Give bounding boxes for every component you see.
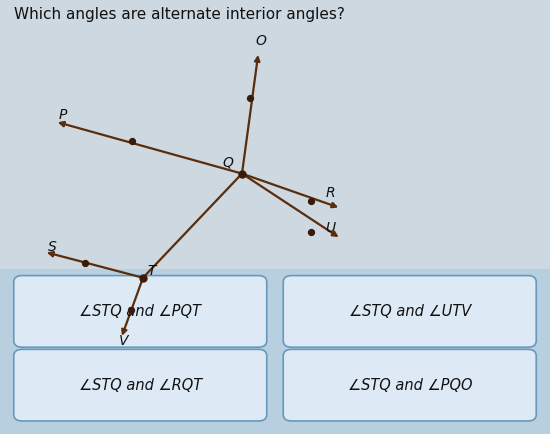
Point bbox=[128, 138, 136, 145]
Point bbox=[139, 274, 147, 281]
FancyBboxPatch shape bbox=[14, 349, 267, 421]
FancyBboxPatch shape bbox=[283, 349, 536, 421]
Text: Which angles are alternate interior angles?: Which angles are alternate interior angl… bbox=[14, 7, 345, 22]
Text: Q: Q bbox=[223, 156, 234, 170]
Text: R: R bbox=[325, 186, 335, 200]
FancyBboxPatch shape bbox=[14, 276, 267, 347]
Text: T: T bbox=[147, 264, 156, 278]
Text: ∠STQ and ∠PQO: ∠STQ and ∠PQO bbox=[348, 378, 472, 393]
Bar bbox=[0, 269, 550, 434]
Point bbox=[246, 94, 255, 101]
Point bbox=[306, 197, 315, 204]
Text: V: V bbox=[119, 334, 129, 348]
FancyBboxPatch shape bbox=[283, 276, 536, 347]
Text: ∠STQ and ∠UTV: ∠STQ and ∠UTV bbox=[349, 304, 471, 319]
Text: S: S bbox=[48, 240, 57, 254]
Point bbox=[126, 307, 135, 314]
Text: ∠STQ and ∠PQT: ∠STQ and ∠PQT bbox=[79, 304, 201, 319]
Text: O: O bbox=[256, 34, 267, 48]
Text: ∠STQ and ∠RQT: ∠STQ and ∠RQT bbox=[79, 378, 202, 393]
Text: P: P bbox=[59, 108, 68, 122]
Point bbox=[306, 229, 315, 236]
Point bbox=[81, 259, 90, 266]
Point bbox=[238, 170, 246, 177]
Text: U: U bbox=[325, 221, 335, 235]
